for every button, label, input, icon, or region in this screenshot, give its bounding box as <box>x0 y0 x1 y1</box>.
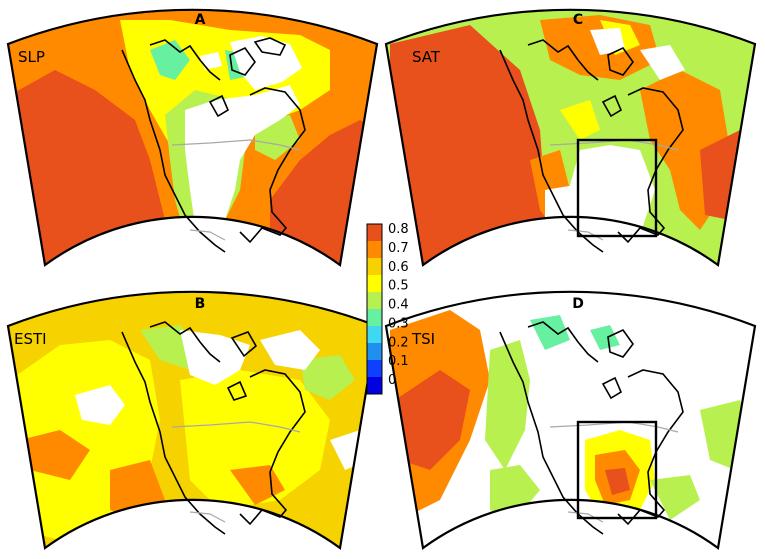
colorbar-tick-labels: 0.8 0.7 0.6 0.5 0.4 0.3 0.2 0.1 0 <box>388 222 409 388</box>
colorbar-tick-label: 0.6 <box>388 260 409 275</box>
colorbar-swatch <box>367 292 382 310</box>
panel-a-borders <box>171 139 301 241</box>
panel-a-coastlines <box>121 37 306 253</box>
panel-b-frame <box>6 290 379 550</box>
panel-c-letter: C <box>573 12 583 28</box>
colorbar-swatch <box>367 360 382 378</box>
panel-d-letter: D <box>572 296 584 312</box>
panel-a-variable: SLP <box>18 48 45 66</box>
panel-d-frame <box>384 290 757 550</box>
colorbar: 0.8 0.7 0.6 0.5 0.4 0.3 0.2 0.1 0 <box>366 222 409 395</box>
panel-b-variable: ESTI <box>14 330 47 348</box>
panel-b-field <box>8 291 377 548</box>
colorbar-tick-label: 0.8 <box>388 222 409 237</box>
colorbar-swatch <box>367 326 382 344</box>
colorbar-tick-label: 0.7 <box>388 241 409 256</box>
panel-c-field <box>386 9 755 265</box>
colorbar-swatch <box>367 224 382 242</box>
colorbar-tick-label: 0.1 <box>388 354 409 369</box>
panel-c-study-region-box <box>576 138 658 238</box>
panel-c-frame <box>384 8 757 267</box>
colorbar-tick-label: 0 <box>388 373 396 388</box>
panel-a-field <box>8 9 377 266</box>
colorbar-swatch <box>367 343 382 361</box>
panel-c-variable: SAT <box>412 48 441 66</box>
panel-c: C SAT <box>384 8 757 267</box>
panel-b: B ESTI <box>6 290 379 550</box>
panel-d-field <box>386 291 755 548</box>
panel-a-frame <box>6 8 379 267</box>
panel-d: D TSI <box>384 290 757 550</box>
colorbar-swatch <box>367 377 382 395</box>
colorbar-tick-label: 0.4 <box>388 298 409 313</box>
panel-a-letter: A <box>195 12 206 28</box>
colorbar-swatch <box>367 258 382 276</box>
colorbar-swatches <box>367 224 382 395</box>
colorbar-tick-label: 0.5 <box>388 279 409 294</box>
panel-a: A SLP <box>6 8 379 267</box>
colorbar-tick-label: 0.3 <box>388 316 409 331</box>
colorbar-tick-label: 0.2 <box>388 335 409 350</box>
colorbar-outline <box>366 223 383 395</box>
panel-b-letter: B <box>195 296 206 312</box>
colorbar-swatch <box>367 309 382 327</box>
panel-d-study-region-box <box>576 420 658 520</box>
colorbar-swatch <box>367 275 382 293</box>
panel-d-variable: TSI <box>411 330 435 348</box>
colorbar-swatch <box>367 241 382 259</box>
panel-b-borders <box>171 421 301 523</box>
